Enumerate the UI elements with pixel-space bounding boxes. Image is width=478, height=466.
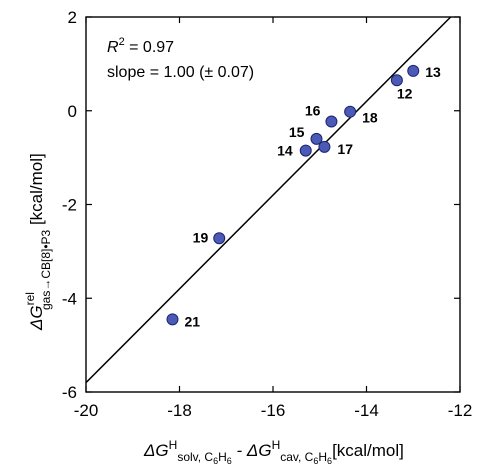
data-point-21 (166, 313, 179, 326)
x-label-sub1-index: 6 (213, 456, 218, 466)
x-label-sub2-h: H (318, 450, 327, 464)
x-label-sub2: cav, C (280, 450, 313, 464)
data-point-18 (344, 105, 357, 118)
r2-annotation: R2 = 0.97 (107, 36, 174, 56)
y-axis-label: ΔGrel gas→CB[8]•P3 [kcal/mol] (23, 153, 53, 331)
fit-line-group (85, 16, 452, 384)
x-label-main: ΔG (143, 441, 169, 460)
x-tick-label: -20 (74, 401, 99, 420)
data-point-13 (407, 64, 420, 77)
x-tick-label: -18 (167, 401, 192, 420)
r2-symbol: R (107, 39, 119, 56)
y-tick-label: -2 (62, 196, 77, 215)
y-label-main: ΔG (27, 305, 46, 331)
x-label-sup2: H (272, 438, 281, 452)
data-point-17 (318, 140, 331, 153)
x-tick-label: -14 (354, 401, 379, 420)
x-label-unit: [kcal/mol] (332, 441, 404, 460)
points-group (166, 64, 420, 326)
x-axis-label: ΔGHsolv, C6H6 - ΔGHcav, C6H6[kcal/mol] (143, 438, 404, 466)
y-tick-label: -6 (62, 383, 77, 402)
point-label-14: 14 (277, 143, 293, 159)
point-label-13: 13 (425, 64, 441, 80)
fit-line (85, 16, 452, 384)
point-label-19: 19 (193, 229, 209, 245)
x-label-minus: - ΔG (232, 441, 272, 460)
r2-value: = 0.97 (125, 39, 174, 56)
x-tick-label: -12 (448, 401, 473, 420)
y-tick-label: 0 (68, 102, 77, 121)
data-point-16 (325, 115, 338, 128)
x-label-sub1: solv, C (177, 450, 213, 464)
y-label-sub: gas→CB[8]•P3 (39, 229, 53, 310)
x-tick-label: -16 (261, 401, 286, 420)
x-label-sub1-index2: 6 (227, 456, 232, 466)
y-tick-label: 2 (68, 8, 77, 27)
point-label-16: 16 (305, 103, 321, 119)
point-label-21: 21 (184, 313, 200, 329)
x-label-sub1-h: H (218, 450, 227, 464)
x-label-sub2-index: 6 (313, 456, 318, 466)
point-label-17: 17 (337, 141, 353, 157)
point-label-15: 15 (289, 124, 305, 140)
data-point-12 (390, 74, 403, 87)
y-tick-label: -4 (62, 289, 77, 308)
r2-superscript: 2 (119, 36, 125, 48)
point-label-18: 18 (362, 110, 378, 126)
data-point-14 (299, 144, 312, 157)
slope-annotation: slope = 1.00 (± 0.07) (107, 64, 254, 81)
x-label-sup1: H (169, 438, 178, 452)
y-label-sup: rel (23, 292, 37, 305)
ticks-group: -20 -18 -16 -14 -12-6-4-202 (62, 8, 472, 420)
point-label-12: 12 (397, 85, 413, 101)
data-point-19 (213, 232, 226, 245)
y-label-unit: [kcal/mol] (27, 153, 46, 230)
x-label-sub2-index2: 6 (327, 456, 332, 466)
data-point-15 (310, 132, 323, 145)
